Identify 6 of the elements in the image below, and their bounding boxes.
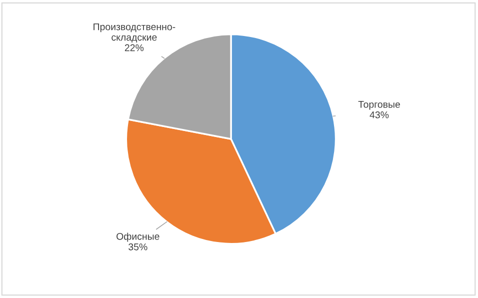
slice-label: Офисные [116, 232, 160, 242]
data-label: 35% [128, 243, 148, 250]
data-label: 22% [124, 44, 144, 52]
slice-label: Торговые [358, 101, 400, 110]
slice-label: Производственно-складские [94, 23, 176, 43]
data-label: 43% [370, 111, 389, 118]
